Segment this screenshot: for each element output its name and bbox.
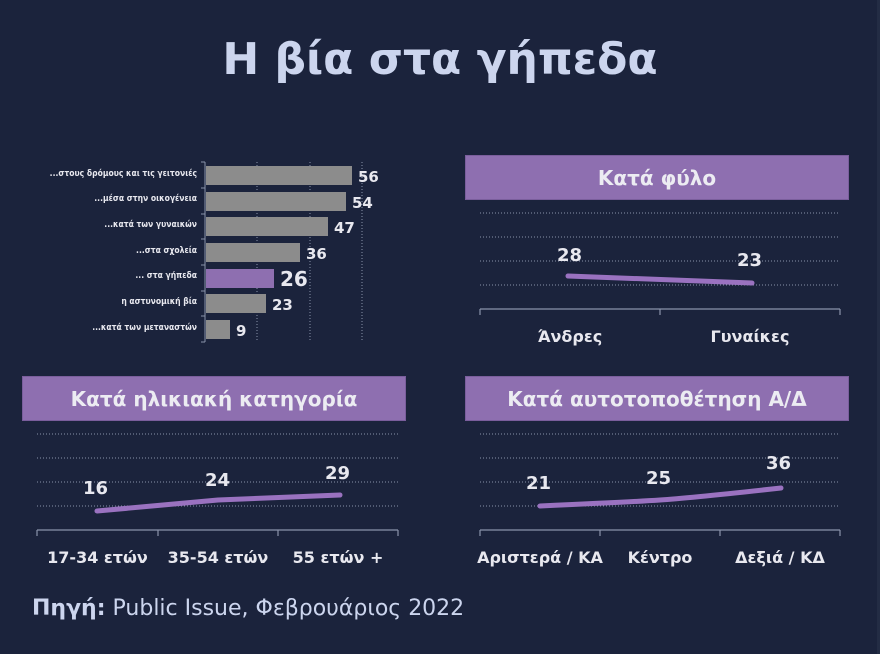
age-panel-header: Κατά ηλικιακή κατηγορία	[22, 376, 406, 421]
x-label: 17-34 ετών	[47, 548, 148, 567]
bar-value: 54	[352, 194, 373, 212]
x-label: 55 ετών +	[292, 548, 384, 567]
bar-value-highlight: 26	[280, 267, 308, 291]
page-title: Η βία στα γήπεδα	[222, 34, 658, 85]
series-line	[94, 492, 343, 514]
bar	[206, 166, 352, 185]
bar-label: ...κατά των μεταναστών	[92, 323, 197, 333]
source-label: Πηγή:	[32, 596, 106, 621]
series-line	[537, 485, 784, 509]
bar-label: ...μέσα στην οικογένεια	[94, 194, 197, 204]
bar-label: ...στους δρόμους και τις γειτονιές	[49, 169, 197, 179]
source-text: Public Issue, Φεβρουάριος 2022	[112, 596, 465, 621]
gender-panel-header: Κατά φύλο	[465, 155, 849, 200]
data-label: 36	[766, 453, 791, 474]
x-label: Δεξιά / ΚΔ	[735, 548, 825, 567]
data-label: 29	[325, 463, 350, 484]
right-edge-strip	[877, 0, 880, 654]
bar-value: 56	[358, 168, 379, 186]
data-label: 23	[737, 250, 762, 271]
bar-highlight	[206, 269, 274, 288]
bar-value: 9	[236, 322, 246, 340]
x-label: Άνδρες	[537, 327, 603, 346]
data-label: 16	[83, 478, 108, 499]
source-note: Πηγή: Public Issue, Φεβρουάριος 2022	[32, 596, 464, 621]
bar-value: 47	[334, 219, 355, 237]
ideology-line-chart: 21 25 36	[479, 433, 841, 536]
bar-value: 36	[306, 245, 327, 263]
bar-chart-plot: 56 54 47 36 26 23 9	[201, 161, 379, 343]
age-line-chart: 16 24 29	[36, 433, 399, 536]
bar-value: 23	[272, 296, 293, 314]
bar-label: ... στα γήπεδα	[135, 271, 197, 281]
data-label: 21	[526, 473, 551, 494]
x-label: Γυναίκες	[710, 327, 790, 346]
series-line	[565, 273, 755, 286]
bar	[206, 320, 230, 339]
bar	[206, 217, 328, 236]
gender-line-chart: 28 23	[479, 212, 841, 315]
x-label: 35-54 ετών	[167, 548, 269, 567]
x-label: Αριστερά / ΚΑ	[477, 548, 603, 567]
data-label: 24	[205, 470, 230, 491]
bar-label: ...κατά των γυναικών	[104, 220, 197, 230]
bar-label: ...στα σχολεία	[136, 246, 197, 256]
data-label: 28	[557, 245, 582, 266]
x-label: Κέντρο	[627, 548, 693, 567]
ideology-panel-header: Κατά αυτοτοποθέτηση Α/Δ	[465, 376, 849, 421]
bar	[206, 294, 266, 313]
data-label: 25	[646, 468, 671, 489]
bar-label: η αστυνομική βία	[121, 297, 197, 307]
bar	[206, 243, 300, 262]
bar	[206, 192, 346, 211]
